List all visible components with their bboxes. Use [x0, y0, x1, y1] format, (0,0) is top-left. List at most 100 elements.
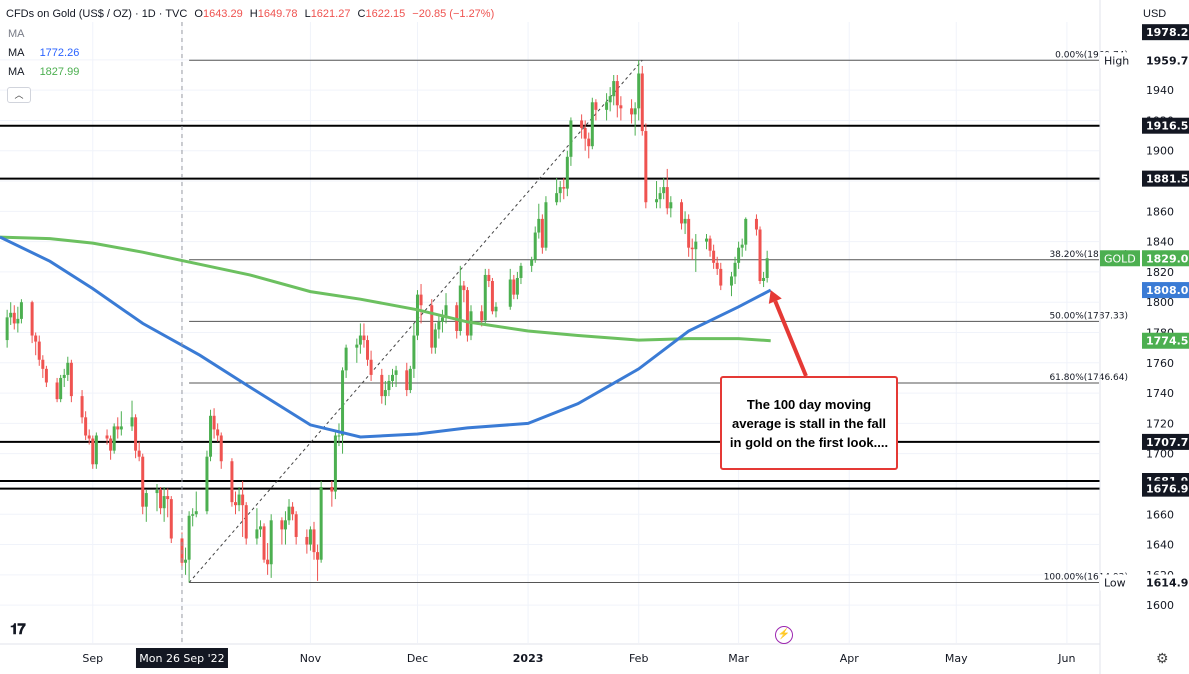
- candle-body: [219, 435, 223, 462]
- price-axis: 1600162016401660168017001720174017601780…: [1099, 0, 1189, 674]
- candle-body: [241, 494, 245, 506]
- candle-body: [765, 258, 769, 278]
- candle-body: [530, 259, 534, 266]
- fib-level-label: 38.20%(1828.02): [1049, 250, 1128, 260]
- candle-body: [729, 276, 733, 286]
- candle-body: [87, 435, 91, 439]
- time-tick-label: Feb: [629, 652, 648, 665]
- fib-level-label: 0.00%(1959.74): [1055, 50, 1128, 60]
- candle-body: [355, 344, 359, 348]
- candle-body: [719, 268, 723, 286]
- price-tag-label: 1707.77: [1146, 436, 1189, 449]
- candle-body: [144, 493, 148, 507]
- candle-body: [212, 415, 216, 430]
- candle-body: [91, 438, 95, 465]
- price-tag-label: 1614.92: [1146, 577, 1189, 590]
- candle-body: [316, 552, 320, 560]
- candle-body: [134, 417, 138, 451]
- candle-body: [583, 128, 587, 139]
- candle-body: [55, 382, 59, 400]
- candle-body: [512, 279, 516, 295]
- indicator-ma-2[interactable]: MA 1772.26: [8, 47, 83, 59]
- indicator-label: MA: [8, 66, 25, 78]
- candle-body: [630, 108, 634, 115]
- currency-label[interactable]: USD: [1143, 8, 1167, 20]
- candle-body: [305, 536, 309, 545]
- indicator-ma-3[interactable]: MA 1827.99: [8, 66, 83, 78]
- price-tick-label: 1660: [1146, 508, 1174, 521]
- annotation-callout: The 100 day moving average is stall in t…: [720, 376, 898, 470]
- gear-icon[interactable]: ⚙: [1156, 650, 1169, 666]
- price-tag-name-bg: [1100, 574, 1140, 591]
- candle-body: [715, 262, 719, 269]
- indicator-ma-1[interactable]: MA: [8, 28, 29, 40]
- candle-body: [141, 456, 145, 507]
- price-tag-name-bg: [1100, 250, 1140, 267]
- candle-body: [587, 138, 591, 147]
- candle-body: [690, 247, 694, 250]
- candle-body: [230, 461, 234, 503]
- price-tag: [1142, 433, 1189, 450]
- candle-body: [662, 187, 666, 194]
- price-tick-label: 1860: [1146, 205, 1174, 218]
- candle-body: [119, 426, 123, 430]
- candle-body: [41, 359, 45, 369]
- candle-body: [37, 341, 41, 360]
- price-tag-name: Low: [1104, 577, 1126, 590]
- candle-body: [262, 526, 266, 560]
- price-tag-name-bg: [1100, 52, 1140, 69]
- candles: [5, 60, 769, 583]
- high-label: H: [249, 8, 258, 20]
- candle-body: [16, 318, 20, 324]
- candle-body: [209, 415, 213, 457]
- candle-body: [683, 218, 687, 224]
- price-tag: [1142, 24, 1189, 41]
- price-tick-label: 1720: [1146, 417, 1174, 430]
- candle-body: [465, 290, 469, 336]
- time-crosshair-label: Mon 26 Sep '22: [139, 652, 224, 665]
- events-icon[interactable]: ⚡: [775, 626, 793, 644]
- price-tag-label: 1881.59: [1146, 173, 1189, 186]
- candle-body: [333, 435, 337, 492]
- candle-body: [758, 229, 762, 282]
- candle-body: [5, 317, 9, 341]
- candle-body: [62, 374, 66, 378]
- candle-body: [255, 529, 259, 539]
- candle-body: [155, 490, 159, 494]
- candle-body: [341, 370, 345, 436]
- candle-body: [462, 285, 466, 291]
- candle-body: [537, 218, 541, 233]
- price-tick-label: 1940: [1146, 84, 1174, 97]
- annotation-text: The 100 day moving average is stall in t…: [729, 396, 889, 450]
- price-tick-label: 1740: [1146, 387, 1174, 400]
- time-axis: Sep Mon 26 Sep '22 Nov Dec 2023 Feb Mar Apr May J…: [0, 643, 1100, 668]
- candle-body: [105, 435, 109, 439]
- candle-body: [458, 285, 462, 331]
- indicator-value: 1827.99: [39, 66, 80, 78]
- close-value: 1622.15: [365, 8, 406, 20]
- price-tag-label: 1829.01: [1146, 252, 1189, 265]
- candle-body: [519, 265, 523, 278]
- ma-200-line: [0, 235, 771, 343]
- collapse-legend-button[interactable]: ︿: [7, 87, 31, 103]
- price-tag-label: 1916.53: [1146, 120, 1189, 133]
- candle-body: [366, 340, 370, 360]
- price-tag-label: 1959.74: [1146, 54, 1189, 67]
- candle-body: [558, 187, 562, 194]
- candle-body: [69, 362, 73, 397]
- price-tick-label: 1700: [1146, 448, 1174, 461]
- candle-body: [619, 105, 623, 109]
- price-tag-label: 1676.91: [1146, 483, 1189, 496]
- tradingview-logo[interactable]: 𝟏𝟕: [10, 621, 26, 638]
- price-tick-label: 1820: [1146, 266, 1174, 279]
- candle-body: [369, 359, 373, 375]
- candle-body: [412, 335, 416, 369]
- candle-body: [116, 426, 120, 430]
- price-tick-label: 1600: [1146, 599, 1174, 612]
- trendline: [188, 59, 643, 583]
- candle-body: [655, 199, 659, 203]
- candle-body: [762, 277, 766, 282]
- candle-body: [712, 250, 716, 263]
- candle-body: [387, 380, 391, 391]
